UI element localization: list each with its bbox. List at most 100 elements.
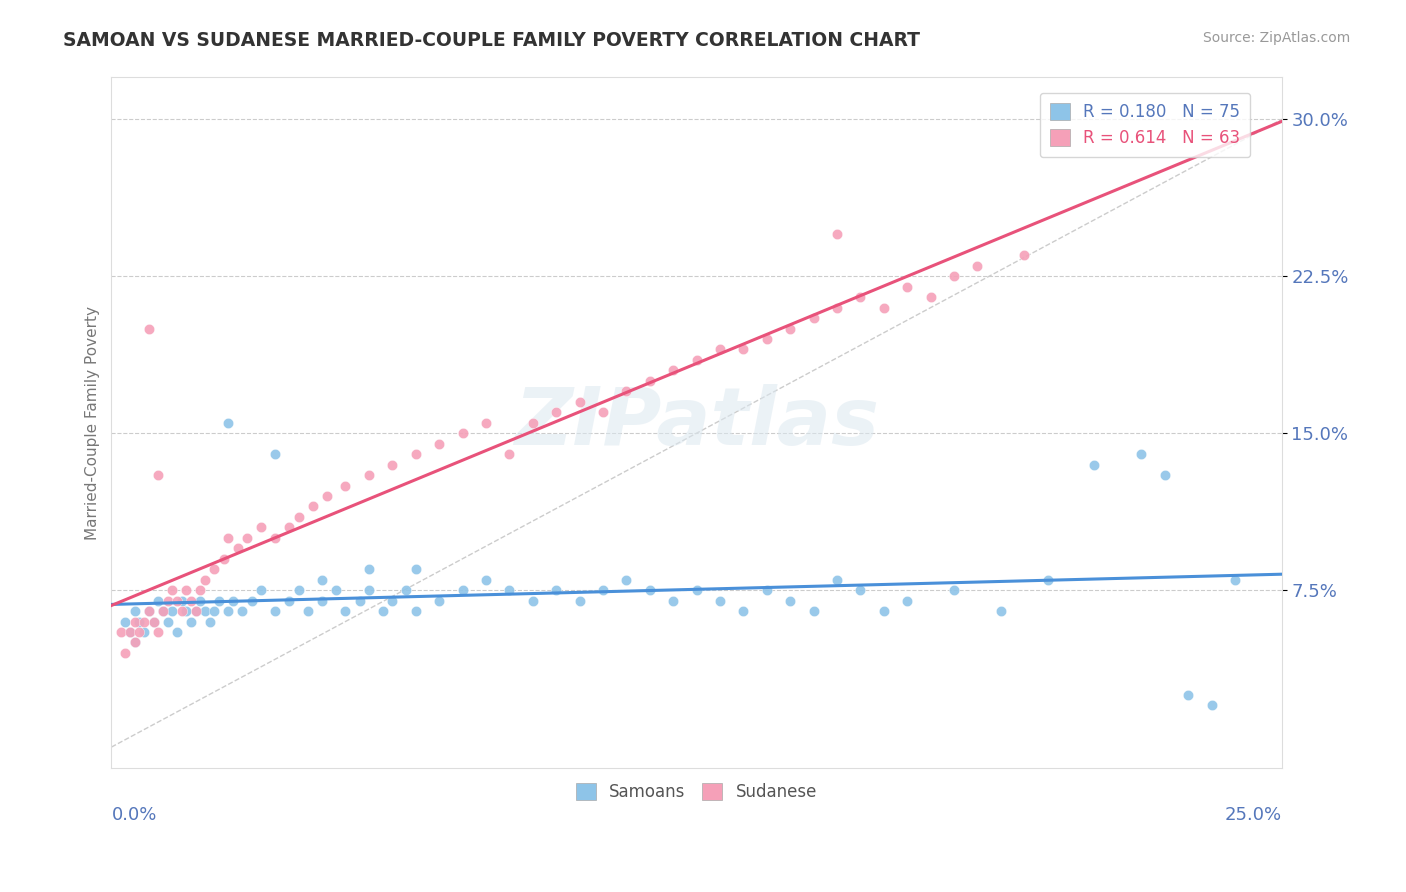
Sudanese: [278, 520, 301, 534]
Samoans: [176, 604, 198, 618]
Samoans: [217, 416, 239, 430]
Sudanese: [427, 436, 450, 450]
Samoans: [325, 583, 347, 598]
Samoans: [1153, 468, 1175, 483]
Sudanese: [896, 279, 918, 293]
Sudanese: [1012, 248, 1035, 262]
Samoans: [180, 615, 202, 629]
Sudanese: [315, 489, 337, 503]
Sudanese: [546, 405, 568, 419]
Sudanese: [156, 593, 179, 607]
Samoans: [498, 583, 520, 598]
Samoans: [311, 593, 333, 607]
Y-axis label: Married-Couple Family Poverty: Married-Couple Family Poverty: [86, 306, 100, 540]
Samoans: [349, 593, 371, 607]
Samoans: [311, 573, 333, 587]
Samoans: [755, 583, 778, 598]
Samoans: [222, 593, 245, 607]
Sudanese: [128, 625, 150, 640]
Sudanese: [250, 520, 273, 534]
Samoans: [427, 593, 450, 607]
Samoans: [231, 604, 253, 618]
Samoans: [264, 447, 287, 461]
Samoans: [194, 604, 217, 618]
Samoans: [335, 604, 357, 618]
Samoans: [357, 562, 380, 576]
Samoans: [896, 593, 918, 607]
Samoans: [287, 583, 309, 598]
Samoans: [803, 604, 825, 618]
Samoans: [1223, 573, 1246, 587]
Sudanese: [709, 343, 731, 357]
Sudanese: [176, 583, 198, 598]
Samoans: [849, 583, 872, 598]
Sudanese: [825, 301, 848, 315]
Text: SAMOAN VS SUDANESE MARRIED-COUPLE FAMILY POVERTY CORRELATION CHART: SAMOAN VS SUDANESE MARRIED-COUPLE FAMILY…: [63, 31, 921, 50]
Sudanese: [212, 551, 235, 566]
Sudanese: [849, 290, 872, 304]
Samoans: [592, 583, 614, 598]
Samoans: [825, 573, 848, 587]
Sudanese: [638, 374, 661, 388]
Sudanese: [184, 604, 207, 618]
Samoans: [120, 625, 142, 640]
Sudanese: [264, 531, 287, 545]
Samoans: [217, 604, 239, 618]
Sudanese: [685, 353, 707, 368]
Sudanese: [188, 583, 211, 598]
Sudanese: [202, 562, 225, 576]
Samoans: [278, 593, 301, 607]
Samoans: [152, 604, 174, 618]
Sudanese: [124, 615, 146, 629]
Sudanese: [357, 468, 380, 483]
Samoans: [405, 562, 427, 576]
Sudanese: [110, 625, 132, 640]
Samoans: [128, 615, 150, 629]
Samoans: [114, 615, 136, 629]
Samoans: [188, 593, 211, 607]
Samoans: [733, 604, 755, 618]
Sudanese: [194, 573, 217, 587]
Samoans: [1083, 458, 1105, 472]
Sudanese: [451, 426, 474, 441]
Sudanese: [152, 604, 174, 618]
Samoans: [138, 604, 160, 618]
Sudanese: [966, 259, 988, 273]
Samoans: [134, 625, 156, 640]
Samoans: [124, 635, 146, 649]
Legend: Samoans, Sudanese: Samoans, Sudanese: [569, 777, 824, 808]
Sudanese: [138, 604, 160, 618]
Samoans: [1201, 698, 1223, 713]
Samoans: [124, 604, 146, 618]
Text: 0.0%: 0.0%: [111, 805, 157, 823]
Sudanese: [825, 227, 848, 242]
Sudanese: [166, 593, 188, 607]
Samoans: [709, 593, 731, 607]
Samoans: [148, 593, 170, 607]
Samoans: [522, 593, 544, 607]
Samoans: [202, 604, 225, 618]
Samoans: [990, 604, 1012, 618]
Samoans: [395, 583, 418, 598]
Samoans: [170, 593, 193, 607]
Sudanese: [301, 500, 323, 514]
Samoans: [614, 573, 637, 587]
Samoans: [638, 583, 661, 598]
Samoans: [405, 604, 427, 618]
Samoans: [1177, 688, 1199, 702]
Sudanese: [236, 531, 259, 545]
Sudanese: [148, 625, 170, 640]
Samoans: [451, 583, 474, 598]
Sudanese: [138, 321, 160, 335]
Samoans: [142, 615, 165, 629]
Sudanese: [287, 509, 309, 524]
Sudanese: [475, 416, 498, 430]
Sudanese: [124, 635, 146, 649]
Sudanese: [134, 615, 156, 629]
Samoans: [357, 583, 380, 598]
Samoans: [662, 593, 685, 607]
Samoans: [1036, 573, 1059, 587]
Sudanese: [226, 541, 249, 556]
Samoans: [943, 583, 966, 598]
Text: 25.0%: 25.0%: [1225, 805, 1282, 823]
